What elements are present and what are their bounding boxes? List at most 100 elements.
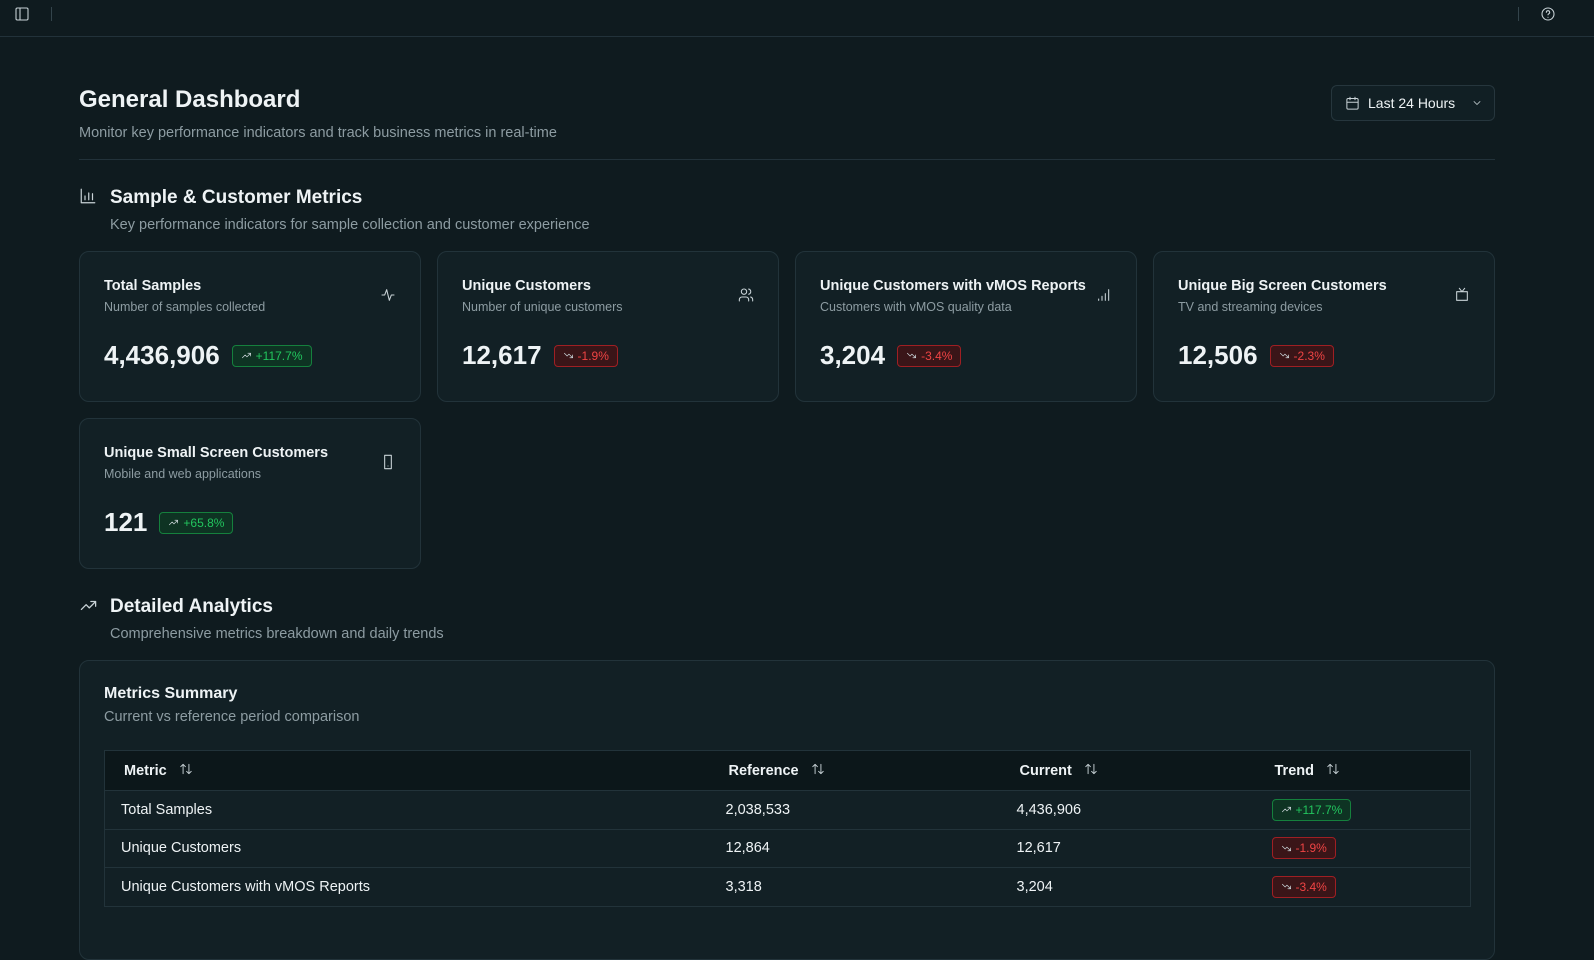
metric-card: Unique Customers Number of unique custome… <box>437 251 779 402</box>
trend-text: +65.8% <box>183 515 225 530</box>
section-icon <box>80 188 96 204</box>
trend-icon <box>563 352 573 359</box>
metric-card: Unique Big Screen Customers TV and stream… <box>1153 251 1495 402</box>
cell-text: 2,038,533 <box>725 801 791 818</box>
page-title: General Dashboard <box>79 86 301 113</box>
trend-icon <box>1279 352 1289 359</box>
cell-text: Unique Customers <box>121 840 242 857</box>
value-row: 4,436,906 +117.7% <box>104 340 396 371</box>
metric-card: Unique Customers with vMOS Reports Custom… <box>795 251 1137 402</box>
table-cell: Unique Customers with vMOS Reports <box>104 867 710 907</box>
page-subtitle: Monitor key performance indicators and t… <box>79 125 557 141</box>
section-title: Detailed Analytics <box>110 596 273 617</box>
column-header[interactable]: Current <box>1000 750 1256 791</box>
section-icon <box>80 600 97 611</box>
table-row: Total Samples 2,038,533 4,436,906 +117.7% <box>104 790 1471 830</box>
table-cell: +117.7% <box>1255 790 1471 830</box>
value-row: 12,617 -1.9% <box>462 340 754 371</box>
sort-arrows <box>180 763 192 774</box>
trend-icon <box>169 519 179 526</box>
column-header[interactable]: Reference <box>709 750 1001 791</box>
column-header[interactable]: Trend <box>1255 750 1471 791</box>
trend-text: -3.4% <box>1295 879 1327 894</box>
table-cell: 3,318 <box>709 867 1001 907</box>
summary-table: Metric Reference Current Trend Total Sample… <box>104 750 1471 907</box>
card-value: 4,436,906 <box>104 340 220 370</box>
trend-badge: -1.9% <box>1271 837 1336 860</box>
sort-arrows <box>1085 763 1097 774</box>
card-value: 12,617 <box>462 340 542 370</box>
card-icon <box>380 454 396 475</box>
help-button[interactable] <box>1540 6 1556 22</box>
table-cell: 3,204 <box>1000 867 1256 907</box>
top-bar <box>0 0 1594 37</box>
trend-badge: -2.3% <box>1269 344 1334 367</box>
sidebar-toggle[interactable] <box>14 6 30 22</box>
cell-text: Unique Customers with vMOS Reports <box>121 878 370 895</box>
column-label: Metric <box>124 762 167 779</box>
table-head: Metric Reference Current Trend <box>104 750 1471 791</box>
card-title: Unique Big Screen Customers <box>1178 278 1387 294</box>
card-subtitle: TV and streaming devices <box>1178 300 1323 314</box>
card-title: Unique Small Screen Customers <box>104 445 329 461</box>
sort-arrows <box>1327 763 1339 774</box>
date-range-label: Last 24 Hours <box>1368 95 1456 111</box>
separator <box>1518 7 1519 21</box>
table-cell: 2,038,533 <box>709 790 1001 830</box>
icon <box>1456 287 1468 301</box>
trend-icon <box>1281 845 1291 851</box>
cell-text: 3,318 <box>725 878 762 895</box>
cell-text: 12,864 <box>725 840 770 857</box>
summary-subtitle: Current vs reference period comparison <box>104 709 360 725</box>
cell-text: 3,204 <box>1016 878 1053 895</box>
card-icon <box>1096 287 1112 308</box>
card-value: 121 <box>104 507 148 537</box>
divider <box>79 159 1495 160</box>
trend-icon <box>907 352 917 359</box>
trend-text: -2.3% <box>1293 348 1325 363</box>
trend-text: -1.9% <box>577 348 609 363</box>
table-body: Total Samples 2,038,533 4,436,906 +117.7% Un… <box>104 790 1471 907</box>
trend-text: +117.7% <box>255 348 303 363</box>
column-label: Trend <box>1274 762 1314 779</box>
date-range-button[interactable]: Last 24 Hours <box>1331 85 1495 121</box>
card-subtitle: Number of unique customers <box>462 300 623 314</box>
chevron-icon <box>1473 101 1481 105</box>
icon <box>381 289 395 301</box>
calendar-icon <box>1346 96 1359 110</box>
value-row: 12,506 -2.3% <box>1178 340 1470 371</box>
table-row: Unique Customers 12,864 12,617 -1.9% <box>104 829 1471 868</box>
icon <box>1098 289 1110 301</box>
table-cell: 12,617 <box>1000 829 1256 868</box>
card-icon <box>738 287 754 308</box>
trend-badge: +117.7% <box>231 344 312 367</box>
card-subtitle: Mobile and web applications <box>104 467 262 481</box>
table-cell: Total Samples <box>104 790 710 830</box>
sort-icon <box>811 762 825 780</box>
trend-badge: -1.9% <box>553 344 618 367</box>
metric-card: Unique Small Screen Customers Mobile and … <box>79 418 421 569</box>
trend-badge: +117.7% <box>1271 798 1352 821</box>
sort-icon <box>1084 762 1098 780</box>
cell-text: 4,436,906 <box>1016 801 1082 818</box>
separator <box>51 7 52 21</box>
cell-text: Total Samples <box>121 801 213 818</box>
trend-badge: +65.8% <box>159 511 234 534</box>
table-cell: 12,864 <box>709 829 1001 868</box>
trend-icon <box>241 352 251 359</box>
table-cell: Unique Customers <box>104 829 710 868</box>
trend-text: -1.9% <box>1295 841 1327 856</box>
trend-badge: -3.4% <box>1271 875 1336 898</box>
card-value: 12,506 <box>1178 340 1258 370</box>
card-icon <box>380 287 396 308</box>
sort-icon <box>179 762 193 780</box>
table-cell: -1.9% <box>1255 829 1471 868</box>
icon <box>738 288 754 302</box>
trend-icon <box>1281 807 1291 813</box>
column-label: Current <box>1019 762 1072 779</box>
card-title: Total Samples <box>104 278 202 294</box>
column-header[interactable]: Metric <box>104 750 710 791</box>
value-row: 3,204 -3.4% <box>820 340 1112 371</box>
